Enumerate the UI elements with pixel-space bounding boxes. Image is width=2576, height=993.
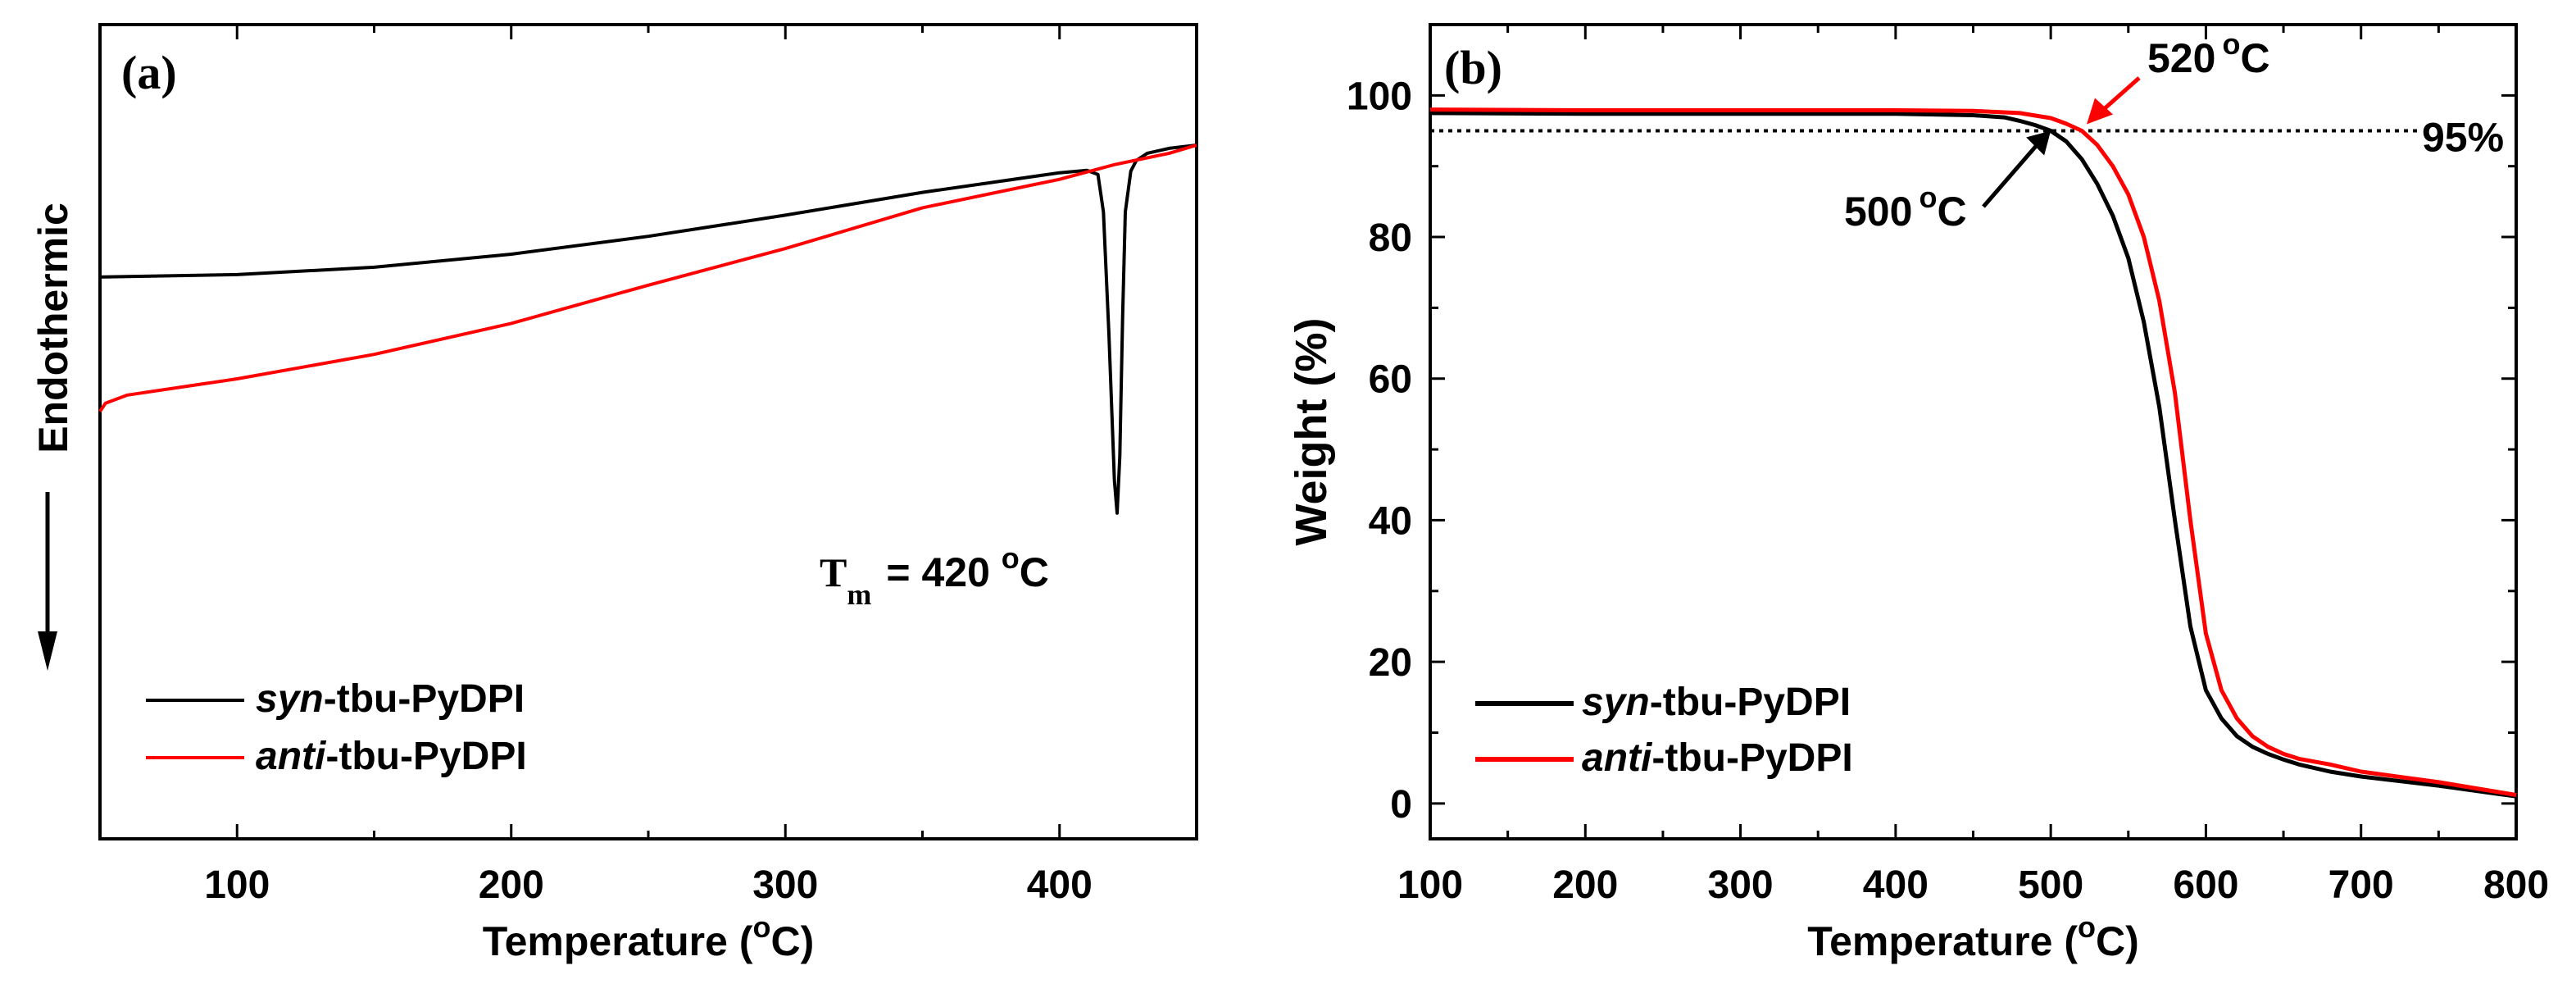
y-tick-label: 60 bbox=[1369, 358, 1412, 402]
x-tick-label: 100 bbox=[1397, 863, 1463, 907]
x-tick-label: 400 bbox=[1027, 863, 1093, 907]
x-tick-label: 300 bbox=[1708, 863, 1774, 907]
tm-annotation: Tm = 420 oC bbox=[820, 541, 1049, 611]
x-axis-label: Temperature (oC) bbox=[1807, 910, 2138, 964]
x-tick-label: 700 bbox=[2328, 863, 2394, 907]
x-tick-label: 100 bbox=[204, 863, 270, 907]
degree-mark: o bbox=[2222, 27, 2240, 61]
y-tick-label: 80 bbox=[1369, 216, 1412, 260]
legend-label-italic: syn bbox=[256, 677, 324, 721]
annotation-unit-500: C bbox=[1937, 189, 1966, 235]
x-tick-label: 200 bbox=[479, 863, 544, 907]
x-tick-label: 600 bbox=[2173, 863, 2238, 907]
x-tick-label: 200 bbox=[1552, 863, 1618, 907]
y-axis-label: Endothermic bbox=[30, 203, 76, 453]
y-axis-label: Weight (%) bbox=[1287, 318, 1336, 546]
annotation-value-500: 500 bbox=[1844, 189, 1912, 235]
legend-label-rest: -tbu-PyDPI bbox=[324, 677, 525, 721]
legend-label-rest: -tbu-PyDPI bbox=[1650, 681, 1851, 724]
tm-value: = 420 bbox=[886, 549, 1001, 595]
annotation-arrow-500 bbox=[1982, 140, 2042, 208]
degree-mark: o bbox=[1002, 541, 1020, 575]
legend-label-anti: anti-tbu-PyDPI bbox=[256, 735, 527, 778]
legend-label-rest: -tbu-PyDPI bbox=[325, 735, 526, 778]
degree-mark: o bbox=[1919, 180, 1937, 214]
x-axis-label-close: ) bbox=[801, 918, 815, 964]
x-tick-label: 800 bbox=[2483, 863, 2549, 907]
legend-label-syn: syn-tbu-PyDPI bbox=[1582, 681, 1851, 724]
annotation-value-520: 520 bbox=[2147, 35, 2215, 81]
x-axis-label-unit: C bbox=[2096, 918, 2125, 964]
annotation-arrowhead-500 bbox=[2026, 130, 2051, 156]
x-tick-label: 400 bbox=[1863, 863, 1929, 907]
x-axis-label-close: ) bbox=[2125, 918, 2139, 964]
legend-label-anti: anti-tbu-PyDPI bbox=[1582, 736, 1853, 780]
y-tick-label: 0 bbox=[1390, 783, 1412, 827]
degree-mark: o bbox=[2078, 910, 2096, 944]
series-line-syn bbox=[99, 143, 1197, 515]
y-tick-label: 20 bbox=[1369, 641, 1412, 685]
tm-unit: C bbox=[1020, 549, 1049, 595]
reference-line-label: 95% bbox=[2422, 115, 2504, 161]
x-axis-label-unit: C bbox=[770, 918, 800, 964]
series-line-syn bbox=[1429, 111, 2517, 799]
legend-label-syn: syn-tbu-PyDPI bbox=[256, 677, 525, 721]
tm-subscript: m bbox=[847, 578, 871, 611]
x-tick-label: 300 bbox=[752, 863, 818, 907]
annotation-500: 500 oC bbox=[1844, 180, 1967, 235]
series-line-anti bbox=[1429, 107, 2517, 797]
endothermic-arrow-head bbox=[38, 631, 57, 671]
tm-symbol: T bbox=[820, 549, 847, 595]
degree-mark: o bbox=[752, 910, 770, 944]
legend-label-italic: anti bbox=[1582, 736, 1653, 780]
x-axis-label-open: ( bbox=[2052, 918, 2078, 964]
x-axis-label-text: Temperature bbox=[1807, 918, 2052, 964]
x-axis-label: Temperature (oC) bbox=[483, 910, 814, 964]
x-tick-label: 500 bbox=[2018, 863, 2083, 907]
series-line-anti bbox=[98, 143, 1197, 412]
annotation-unit-520: C bbox=[2240, 35, 2269, 81]
panel-label: (a) bbox=[121, 46, 177, 99]
annotation-520: 520 oC bbox=[2147, 27, 2270, 81]
x-axis-label-text: Temperature bbox=[483, 918, 728, 964]
x-axis-label-open: ( bbox=[728, 918, 753, 964]
legend-label-italic: syn bbox=[1582, 681, 1650, 724]
legend-label-rest: -tbu-PyDPI bbox=[1651, 736, 1852, 780]
y-tick-label: 40 bbox=[1369, 499, 1412, 543]
annotation-arrowhead-520 bbox=[2087, 98, 2113, 125]
legend-label-italic: anti bbox=[256, 735, 327, 778]
annotation-arrow-520 bbox=[2098, 76, 2141, 115]
y-tick-label: 100 bbox=[1347, 75, 1412, 118]
panel-label: (b) bbox=[1444, 41, 1502, 94]
